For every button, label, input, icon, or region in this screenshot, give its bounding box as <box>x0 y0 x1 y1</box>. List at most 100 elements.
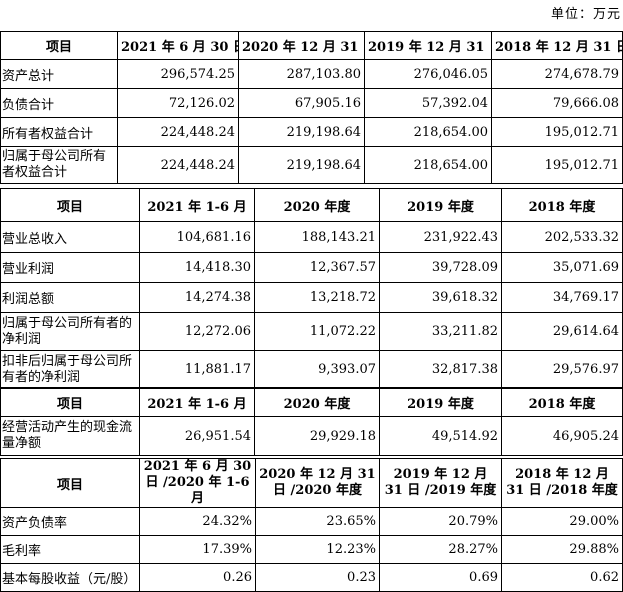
cell-value: 12,367.57 <box>254 252 380 283</box>
table-row: 资产负债率 24.32% 23.65% 20.79% 29.00% <box>0 507 623 536</box>
column-header: 2018 年度 <box>501 387 623 417</box>
table-row: 毛利率 17.39% 12.23% 28.27% 29.88% <box>0 535 623 564</box>
column-header: 2018 年 12 月 31 日 <box>491 31 623 60</box>
cell-value: 231,922.43 <box>379 221 502 253</box>
column-header: 2019 年 12 月 31 日 <box>364 31 492 60</box>
table-row: 基本每股收益（元/股） 0.26 0.23 0.69 0.62 <box>0 563 623 592</box>
row-label: 经营活动产生的现金流量净额 <box>0 416 140 456</box>
balance-sheet-table: 项目 2021 年 6 月 30 日 2020 年 12 月 31 日 2019… <box>0 31 623 184</box>
cell-value: 12,272.06 <box>139 312 255 351</box>
income-statement-table: 项目 2021 年 1-6 月 2020 年度 2019 年度 2018 年度 … <box>0 188 623 389</box>
cell-value: 72,126.02 <box>117 88 239 118</box>
cell-value: 12.23% <box>255 535 380 564</box>
column-header: 2020 年度 <box>254 387 380 417</box>
cell-value: 0.62 <box>501 563 623 592</box>
cell-value: 34,769.17 <box>501 282 623 313</box>
key-ratios-table: 项目 2021 年 6 月 30 日 /2020 年 1-6 月 2020 年 … <box>0 458 623 592</box>
cell-value: 276,046.05 <box>364 59 492 89</box>
column-header: 2019 年度 <box>379 188 502 222</box>
cell-value: 296,574.25 <box>117 59 239 89</box>
cell-value: 39,728.09 <box>379 252 502 283</box>
cell-value: 23.65% <box>255 507 380 536</box>
cell-value: 13,218.72 <box>254 282 380 313</box>
row-label: 归属于母公司所有者权益合计 <box>0 146 118 184</box>
cell-value: 11,881.17 <box>139 350 255 389</box>
cell-value: 29,614.64 <box>501 312 623 351</box>
column-header: 2018 年 12 月 31 日 /2018 年度 <box>501 458 623 508</box>
cell-value: 29.00% <box>501 507 623 536</box>
table-row: 所有者权益合计 224,448.24 219,198.64 218,654.00… <box>0 117 623 147</box>
column-header: 2021 年 1-6 月 <box>139 387 255 417</box>
cell-value: 24.32% <box>139 507 256 536</box>
cell-value: 218,654.00 <box>364 146 492 184</box>
column-header: 项目 <box>0 188 140 222</box>
column-header: 2020 年度 <box>254 188 380 222</box>
cell-value: 46,905.24 <box>501 416 623 456</box>
cell-value: 287,103.80 <box>238 59 365 89</box>
cell-value: 195,012.71 <box>491 117 623 147</box>
cell-value: 274,678.79 <box>491 59 623 89</box>
cell-value: 104,681.16 <box>139 221 255 253</box>
cell-value: 32,817.38 <box>379 350 502 389</box>
row-label: 归属于母公司所有者的净利润 <box>0 312 140 351</box>
cell-value: 57,392.04 <box>364 88 492 118</box>
cell-value: 29,576.97 <box>501 350 623 389</box>
cell-value: 202,533.32 <box>501 221 623 253</box>
row-label: 利润总额 <box>0 282 140 313</box>
column-header: 2018 年度 <box>501 188 623 222</box>
column-header: 2021 年 1-6 月 <box>139 188 255 222</box>
cell-value: 0.26 <box>139 563 256 592</box>
cell-value: 188,143.21 <box>254 221 380 253</box>
row-label: 基本每股收益（元/股） <box>0 563 140 592</box>
cell-value: 9,393.07 <box>254 350 380 389</box>
table-header-row: 项目 2021 年 6 月 30 日 2020 年 12 月 31 日 2019… <box>0 31 623 60</box>
cell-value: 26,951.54 <box>139 416 255 456</box>
cell-value: 49,514.92 <box>379 416 502 456</box>
row-label: 资产负债率 <box>0 507 140 536</box>
table-header-row: 项目 2021 年 1-6 月 2020 年度 2019 年度 2018 年度 <box>0 387 623 417</box>
table-row: 经营活动产生的现金流量净额 26,951.54 29,929.18 49,514… <box>0 416 623 456</box>
cell-value: 28.27% <box>379 535 502 564</box>
table-header-row: 项目 2021 年 1-6 月 2020 年度 2019 年度 2018 年度 <box>0 188 623 222</box>
cell-value: 39,618.32 <box>379 282 502 313</box>
cell-value: 33,211.82 <box>379 312 502 351</box>
table-row: 扣非后归属于母公司所有者的净利润 11,881.17 9,393.07 32,8… <box>0 350 623 389</box>
cell-value: 29.88% <box>501 535 623 564</box>
cell-value: 79,666.08 <box>491 88 623 118</box>
cell-value: 20.79% <box>379 507 502 536</box>
column-header: 项目 <box>0 31 118 60</box>
table-header-row: 项目 2021 年 6 月 30 日 /2020 年 1-6 月 2020 年 … <box>0 458 623 508</box>
row-label: 营业利润 <box>0 252 140 283</box>
cell-value: 17.39% <box>139 535 256 564</box>
column-header: 2020 年 12 月 31 日 <box>238 31 365 60</box>
cell-value: 218,654.00 <box>364 117 492 147</box>
cell-value: 29,929.18 <box>254 416 380 456</box>
cell-value: 224,448.24 <box>117 146 239 184</box>
cell-value: 11,072.22 <box>254 312 380 351</box>
cell-value: 224,448.24 <box>117 117 239 147</box>
column-header: 2020 年 12 月 31 日 /2020 年度 <box>255 458 380 508</box>
column-header: 2019 年 12 月 31 日 /2019 年度 <box>379 458 502 508</box>
row-label: 资产总计 <box>0 59 118 89</box>
row-label: 扣非后归属于母公司所有者的净利润 <box>0 350 140 389</box>
column-header: 2019 年度 <box>379 387 502 417</box>
table-row: 归属于母公司所有者的净利润 12,272.06 11,072.22 33,211… <box>0 312 623 351</box>
column-header: 2021 年 6 月 30 日 /2020 年 1-6 月 <box>139 458 256 508</box>
table-row: 归属于母公司所有者权益合计 224,448.24 219,198.64 218,… <box>0 146 623 184</box>
cell-value: 14,274.38 <box>139 282 255 313</box>
column-header: 项目 <box>0 387 140 417</box>
cell-value: 219,198.64 <box>238 146 365 184</box>
row-label: 营业总收入 <box>0 221 140 253</box>
column-header: 2021 年 6 月 30 日 <box>117 31 239 60</box>
cell-value: 0.69 <box>379 563 502 592</box>
cell-value: 0.23 <box>255 563 380 592</box>
table-row: 负债合计 72,126.02 67,905.16 57,392.04 79,66… <box>0 88 623 118</box>
cash-flow-table: 项目 2021 年 1-6 月 2020 年度 2019 年度 2018 年度 … <box>0 387 623 456</box>
cell-value: 195,012.71 <box>491 146 623 184</box>
table-row: 资产总计 296,574.25 287,103.80 276,046.05 27… <box>0 59 623 89</box>
cell-value: 35,071.69 <box>501 252 623 283</box>
table-row: 营业总收入 104,681.16 188,143.21 231,922.43 2… <box>0 221 623 253</box>
row-label: 负债合计 <box>0 88 118 118</box>
column-header: 项目 <box>0 458 140 508</box>
unit-label: 单位：万元 <box>550 7 621 22</box>
